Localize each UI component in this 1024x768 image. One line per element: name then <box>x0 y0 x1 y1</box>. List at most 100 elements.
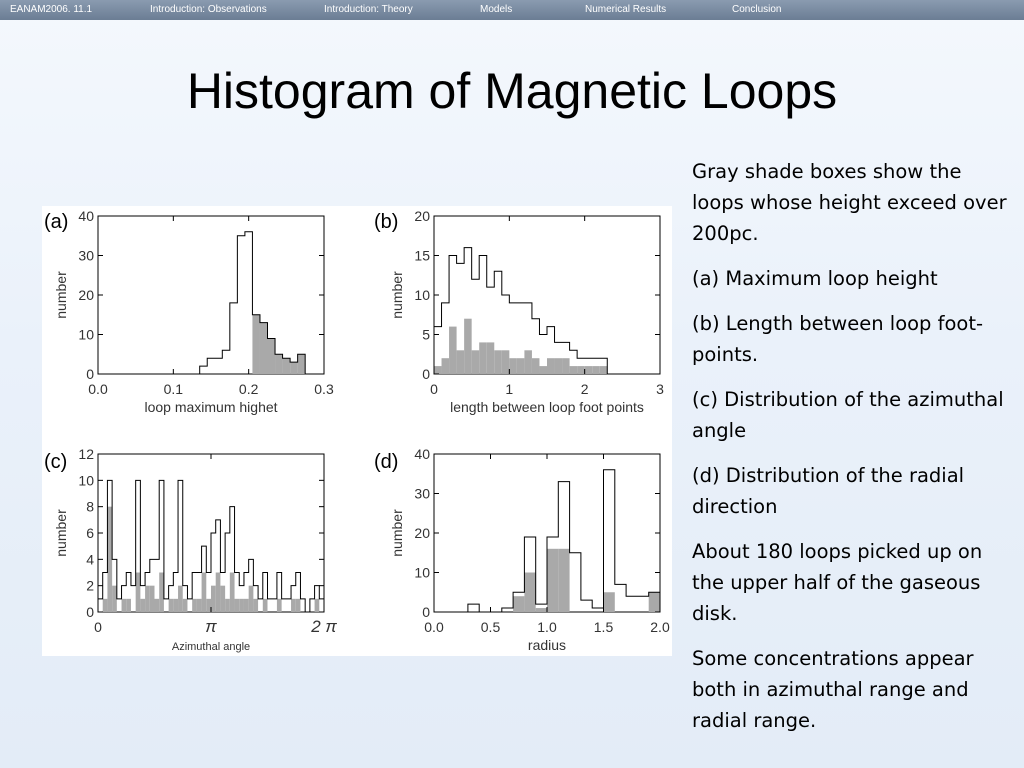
panel-c-shaded-bar <box>107 506 113 612</box>
nav-item-models[interactable]: Models <box>480 4 513 15</box>
slide-title: Histogram of Magnetic Loops <box>186 63 838 119</box>
panel-b-outline-histogram <box>433 247 615 375</box>
panel-c-shaded-bar <box>211 585 216 612</box>
panel-d-shaded-bar <box>524 572 536 612</box>
panel-c-shaded-bar <box>234 598 240 612</box>
panel-c-shaded-bar <box>121 598 127 612</box>
panel-c-xtick-label: π <box>205 617 217 636</box>
side-text: Gray shade boxes show the loops whose he… <box>692 156 1012 750</box>
panel-c-outline-histogram <box>97 479 325 613</box>
side-paragraph-4: (c) Distribution of the azimuthal angle <box>692 388 1004 442</box>
side-paragraph-7: Some concentrations appear both in azimu… <box>692 647 974 732</box>
panel-c-xlabel: Azimuthal angle <box>172 641 250 653</box>
panel-b-shaded-bar <box>464 318 472 374</box>
panel-d-shaded-bar <box>547 548 559 612</box>
panel-c-shaded-bar <box>201 572 207 612</box>
panel-b-shaded-bar <box>501 350 510 374</box>
panel-b-ytick-label: 15 <box>414 248 430 264</box>
panel-c-ytick-label: 8 <box>86 499 94 515</box>
panel-d-xtick-label: 1.5 <box>594 619 614 635</box>
panel-b-shaded-bar <box>569 366 578 374</box>
nav-item-numerical-results[interactable]: Numerical Results <box>585 4 667 15</box>
panel-c-shaded-bar <box>215 572 221 612</box>
panel-d-label: (d) <box>374 451 398 473</box>
panel-c-shaded-bar <box>243 598 249 612</box>
panel-b-xlabel: length between loop foot points <box>450 399 644 415</box>
panel-c-xtick-label: 2 π <box>310 617 337 636</box>
panel-c-label: (c) <box>44 451 67 473</box>
panel-d-xtick-label: 2.0 <box>650 619 670 635</box>
panel-a-shaded-bar <box>290 362 298 374</box>
panel-c-shaded-bar <box>196 598 202 612</box>
panel-c-shaded-bar <box>248 585 254 612</box>
panel-c-ytick-label: 10 <box>78 472 94 488</box>
panel-a-shaded-bar <box>252 314 260 374</box>
panel-d-xtick-label: 1.0 <box>537 619 557 635</box>
panel-b-shaded-bar <box>531 358 540 374</box>
panel-c-shaded-bar <box>149 585 155 612</box>
panel-a-xtick-label: 0.3 <box>314 381 334 397</box>
panel-c-shaded-bar <box>314 598 320 612</box>
panel-c-shaded-bar <box>206 598 211 612</box>
panel-b-shaded-bar <box>494 350 502 374</box>
side-paragraph-1: Gray shade boxes show the loops whose he… <box>692 160 1007 245</box>
panel-a-xtick-label: 0.2 <box>239 381 259 397</box>
panel-c-shaded-bar <box>173 598 179 612</box>
panel-b-shaded-bar <box>584 366 593 374</box>
panel-c-ytick-label: 12 <box>78 446 94 462</box>
histogram-figure: (a) 0 10 20 30 40 0.0 0.1 0.2 0.3 loop maximum hig… <box>42 206 672 656</box>
panel-c-shaded-bar <box>291 598 296 612</box>
panel-c-shaded-bar <box>178 585 183 612</box>
panel-d-ytick-label: 30 <box>414 486 430 502</box>
panel-d-shaded-bar <box>513 596 525 612</box>
panel-b-shaded-bar <box>577 366 585 374</box>
panel-b-shaded-bar <box>479 342 487 374</box>
nav-item-intro-theory[interactable]: Introduction: Theory <box>324 4 413 15</box>
panel-c-shaded-bar <box>135 572 141 612</box>
panel-b-xtick-label: 3 <box>656 381 664 397</box>
panel-a-ylabel: number <box>53 271 69 319</box>
panel-c-ytick-label: 2 <box>86 578 94 594</box>
panel-d-shaded-bar <box>558 548 570 612</box>
panel-b-shaded-bar <box>562 358 570 374</box>
panel-b-shaded-bar <box>524 350 532 374</box>
panel-a-shaded-bar <box>267 338 276 374</box>
panel-c-shaded-bar <box>225 598 230 612</box>
panel-c-shaded-bar <box>112 585 117 612</box>
panel-b-label: (b) <box>374 211 398 233</box>
panel-b-shaded-bar <box>554 358 563 374</box>
nav-item-event[interactable]: EANAM2006. 11.1 <box>10 4 93 15</box>
panel-d-xlabel: radius <box>528 637 566 653</box>
panel-b-shaded-bar <box>539 366 547 374</box>
nav-item-conclusion[interactable]: Conclusion <box>732 4 782 15</box>
panel-c-shaded-bar <box>154 598 160 612</box>
side-paragraph-6: About 180 loops picked up on the upper h… <box>692 540 983 625</box>
panel-d-shaded-bar <box>603 592 615 612</box>
panel-d-shaded-bar <box>535 608 547 612</box>
panel-b-xtick-label: 2 <box>581 381 589 397</box>
nav-item-intro-observations[interactable]: Introduction: Observations <box>150 4 267 15</box>
panel-b-shaded-bar <box>486 342 495 374</box>
panel-b-shaded-bar <box>434 366 442 374</box>
panel-b-xtick-label: 1 <box>505 381 513 397</box>
panel-a-shaded-bar <box>275 354 283 374</box>
panel-a-xtick-label: 0.0 <box>88 381 108 397</box>
panel-c-shaded-bar <box>159 572 164 612</box>
panel-b-shaded-bar <box>592 366 600 374</box>
panel-d-ylabel: number <box>389 509 405 557</box>
panel-b-shaded-bar <box>441 358 450 374</box>
panel-a-outline-histogram <box>199 231 306 374</box>
panel-d-shaded-bar <box>648 592 660 612</box>
panel-c-shaded-bar <box>220 585 226 612</box>
panel-d-xtick-label: 0.5 <box>481 619 501 635</box>
panel-c-shaded-bar <box>192 598 197 612</box>
panel-c-shaded-bar <box>229 572 235 612</box>
panel-c-shaded-bar <box>168 598 174 612</box>
panel-c-shaded-bar <box>126 598 131 612</box>
panel-b-shaded-bar <box>471 350 480 374</box>
panel-a-ytick-label: 40 <box>78 208 94 224</box>
panel-c-shaded-bar <box>102 598 108 612</box>
panel-c-ytick-label: 6 <box>86 525 94 541</box>
side-paragraph-5: (d) Distribution of the radial direction <box>692 464 965 518</box>
